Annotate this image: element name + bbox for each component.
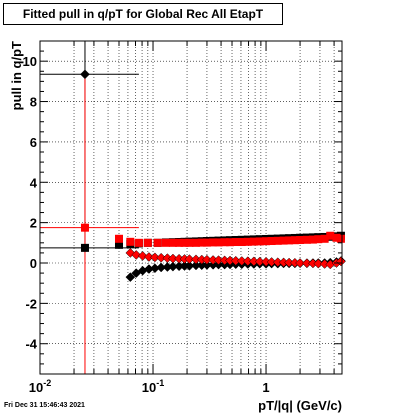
data-point-square bbox=[226, 238, 235, 247]
data-point-diamond bbox=[254, 256, 265, 267]
data-point-square bbox=[161, 238, 170, 247]
data-point-diamond bbox=[144, 252, 154, 262]
y-tick-label: 8 bbox=[30, 95, 37, 110]
data-point-square bbox=[114, 240, 123, 249]
x-tick-label: 1 bbox=[262, 380, 269, 395]
x-tick-label: 10-2 bbox=[29, 378, 51, 395]
x-tick-label: 10-1 bbox=[142, 378, 164, 395]
data-point-square bbox=[262, 237, 271, 246]
data-point-square bbox=[126, 237, 135, 246]
data-point-diamond bbox=[313, 258, 324, 269]
data-point-square bbox=[332, 233, 341, 242]
y-tick-label: -4 bbox=[25, 337, 37, 352]
data-point-square bbox=[191, 238, 200, 247]
y-tick-label: 2 bbox=[30, 216, 37, 231]
series-0 bbox=[80, 69, 346, 282]
y-tick-label: -2 bbox=[25, 296, 37, 311]
data-markers bbox=[80, 69, 346, 282]
data-point-diamond bbox=[336, 256, 346, 267]
plot-frame bbox=[39, 40, 343, 375]
data-point-square bbox=[202, 238, 211, 247]
data-point-square bbox=[267, 237, 276, 246]
x-axis-title: pT/|q| (GeV/c) bbox=[258, 398, 342, 413]
data-point-square bbox=[308, 235, 317, 244]
data-point-square bbox=[180, 238, 189, 247]
data-point-square bbox=[249, 237, 258, 246]
y-tick-label: 6 bbox=[30, 135, 37, 150]
y-tick-label: 4 bbox=[30, 175, 38, 190]
footer-timestamp: Fri Dec 31 15:46:43 2021 bbox=[4, 402, 85, 409]
data-point-diamond bbox=[266, 257, 277, 267]
data-point-square bbox=[255, 237, 264, 246]
data-point-square bbox=[243, 237, 252, 246]
data-point-square bbox=[237, 238, 246, 247]
data-point-square bbox=[134, 238, 143, 247]
y-tick-label: 0 bbox=[30, 256, 37, 271]
data-point-diamond bbox=[125, 272, 136, 282]
y-tick-label: 10 bbox=[23, 54, 37, 69]
data-point-square bbox=[290, 236, 299, 245]
data-point-square bbox=[114, 234, 123, 243]
data-point-diamond bbox=[131, 250, 142, 260]
data-point-square bbox=[80, 223, 89, 232]
data-point-square bbox=[209, 238, 218, 247]
data-point-square bbox=[214, 238, 223, 247]
data-point-square bbox=[185, 238, 194, 247]
data-point-square bbox=[326, 231, 335, 240]
data-point-square bbox=[231, 238, 240, 247]
data-point-square bbox=[336, 234, 345, 243]
data-point-square bbox=[168, 238, 177, 247]
data-point-square bbox=[314, 235, 323, 244]
data-point-square bbox=[302, 235, 311, 244]
data-point-square bbox=[285, 236, 294, 245]
data-point-diamond bbox=[137, 251, 148, 261]
chart-title: Fitted pull in q/pT for Global Rec All E… bbox=[3, 3, 283, 25]
data-point-square bbox=[80, 243, 89, 252]
error-bars bbox=[40, 41, 139, 374]
series-3 bbox=[125, 248, 346, 270]
data-point-diamond bbox=[150, 252, 160, 263]
series-2 bbox=[80, 223, 345, 247]
data-point-square bbox=[279, 236, 288, 245]
data-point-square bbox=[296, 235, 305, 244]
data-point-square bbox=[143, 238, 152, 247]
data-point-square bbox=[220, 238, 229, 247]
data-point-diamond bbox=[156, 252, 166, 263]
data-point-square bbox=[175, 238, 184, 247]
data-point-diamond bbox=[80, 69, 90, 80]
data-point-diamond bbox=[295, 258, 305, 268]
data-point-square bbox=[320, 234, 329, 243]
data-point-square bbox=[273, 236, 282, 245]
data-point-square bbox=[197, 238, 206, 247]
data-point-square bbox=[153, 238, 162, 247]
y-axis-title: pull in q/pT bbox=[9, 41, 24, 110]
data-point-diamond bbox=[184, 254, 195, 265]
axis-ticks: -4 -2 0 2 4 6 8 10 10-2 10-1 1 bbox=[23, 40, 342, 395]
